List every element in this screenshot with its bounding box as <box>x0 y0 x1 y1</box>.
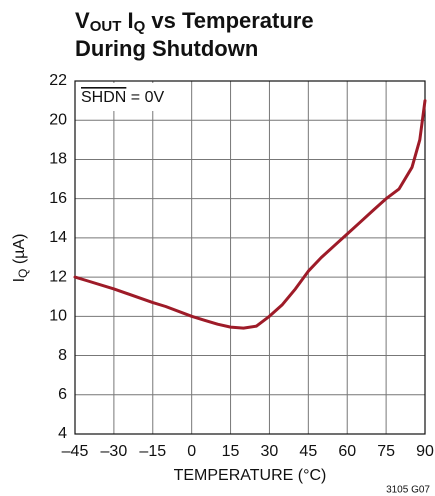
x-tick-label: –15 <box>139 443 166 460</box>
y-tick-label: 12 <box>49 268 67 285</box>
y-tick-label: 14 <box>49 229 67 246</box>
x-tick-label: 75 <box>377 443 395 460</box>
plot-border <box>74 80 426 435</box>
y-tick-label: 16 <box>49 190 67 207</box>
y-tick-label: 8 <box>58 347 67 364</box>
annotation-part: = 0V <box>126 89 164 106</box>
chart-title-line2: During Shutdown <box>75 36 258 61</box>
y-tick-label: 22 <box>49 72 67 89</box>
x-axis-label: TEMPERATURE (°C) <box>174 467 327 484</box>
data-line <box>73 99 427 330</box>
y-tick-label: 4 <box>58 425 67 442</box>
y-tick-label: 18 <box>49 151 67 168</box>
chart-title: VOUT IQ vs Temperature <box>75 8 314 35</box>
y-tick-label: 20 <box>49 111 67 128</box>
x-tick-label: 45 <box>299 443 317 460</box>
x-tick-label: 30 <box>261 443 279 460</box>
y-tick-label: 10 <box>49 308 67 325</box>
annotation: SHDN = 0V <box>81 89 164 106</box>
x-tick-label: 15 <box>222 443 240 460</box>
x-tick-label: –45 <box>62 443 89 460</box>
x-tick-label: 0 <box>187 443 196 460</box>
x-tick-label: 90 <box>416 443 434 460</box>
y-axis-label: IQ (µA) <box>11 234 30 283</box>
x-tick-label: 60 <box>338 443 356 460</box>
y-tick-label: 6 <box>58 386 67 403</box>
annotation-part: SHDN <box>81 89 126 106</box>
annotation-box <box>77 83 165 111</box>
footnote: 3105 G07 <box>386 485 430 496</box>
x-tick-label: –30 <box>101 443 128 460</box>
